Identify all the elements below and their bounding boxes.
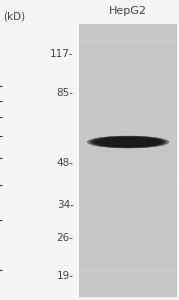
Text: 85-: 85- bbox=[57, 88, 74, 98]
Polygon shape bbox=[90, 136, 166, 148]
Polygon shape bbox=[87, 136, 169, 148]
Polygon shape bbox=[91, 136, 165, 148]
Polygon shape bbox=[89, 136, 167, 148]
Polygon shape bbox=[91, 136, 165, 148]
Polygon shape bbox=[87, 136, 169, 148]
Text: 34-: 34- bbox=[57, 200, 74, 210]
Text: 48-: 48- bbox=[57, 158, 74, 168]
Polygon shape bbox=[89, 136, 167, 148]
Polygon shape bbox=[93, 137, 163, 147]
Polygon shape bbox=[91, 136, 166, 148]
Text: 117-: 117- bbox=[50, 49, 74, 59]
Polygon shape bbox=[92, 136, 164, 147]
Polygon shape bbox=[88, 136, 168, 148]
Polygon shape bbox=[92, 137, 164, 147]
Bar bbox=[79, 24, 177, 297]
Polygon shape bbox=[90, 136, 166, 148]
Polygon shape bbox=[92, 136, 164, 148]
Polygon shape bbox=[94, 137, 162, 147]
Text: (kD): (kD) bbox=[4, 12, 26, 22]
Text: 19-: 19- bbox=[57, 271, 74, 281]
Polygon shape bbox=[88, 136, 168, 148]
Text: 26-: 26- bbox=[57, 233, 74, 243]
Polygon shape bbox=[91, 136, 165, 148]
Text: HepG2: HepG2 bbox=[109, 6, 147, 16]
Polygon shape bbox=[89, 136, 168, 148]
Polygon shape bbox=[90, 136, 167, 148]
Polygon shape bbox=[88, 136, 168, 148]
Polygon shape bbox=[88, 136, 169, 148]
